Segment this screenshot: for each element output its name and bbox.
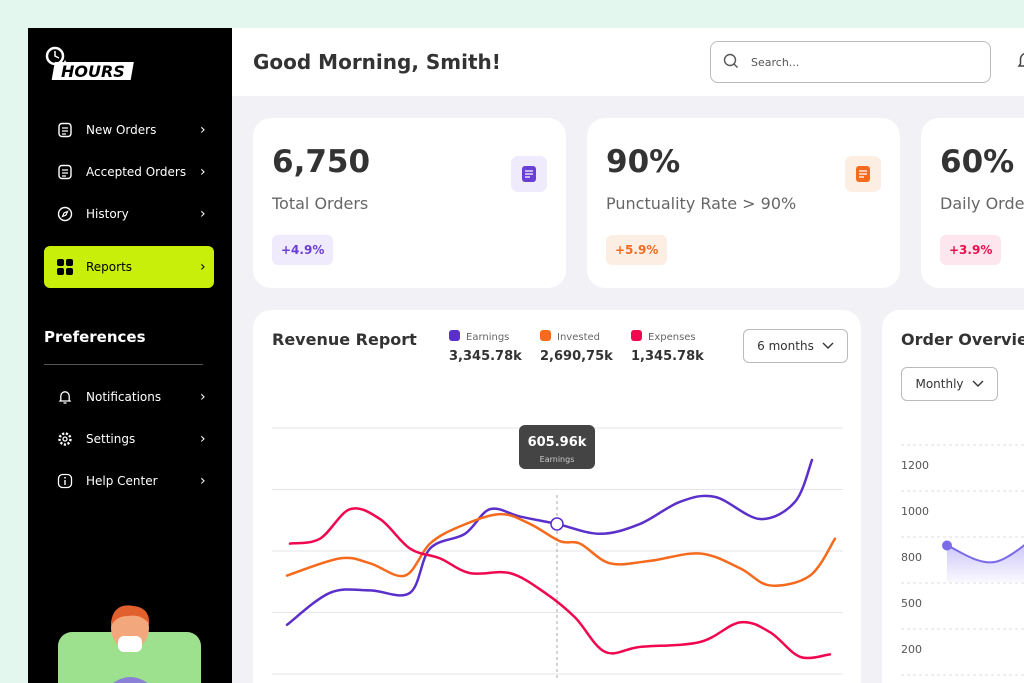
user-avatar-card xyxy=(58,605,201,683)
period-dropdown[interactable]: Monthly xyxy=(901,367,998,401)
area-fill xyxy=(947,545,1024,582)
stat-label: Daily Orders xyxy=(940,194,1024,213)
order-overview-card: Order Overview Monthly 1200 1000 800 500 200… xyxy=(882,310,1024,683)
sidebar-item-label: Reports xyxy=(86,260,133,274)
legend-label: Invested xyxy=(557,332,600,343)
svg-text:HOURS: HOURS xyxy=(61,62,125,81)
info-icon xyxy=(56,472,74,490)
y-tick-label: 1200 xyxy=(901,459,929,472)
stat-value: 90% xyxy=(606,144,681,180)
chevron-right-icon: › xyxy=(200,122,206,138)
legend-expenses: Expenses 1,345.78k xyxy=(631,330,704,364)
sidebar-item-label: Accepted Orders xyxy=(86,165,187,179)
stat-change-badge: +3.9% xyxy=(940,235,1002,265)
search-placeholder: Search... xyxy=(751,55,800,69)
legend-label: Expenses xyxy=(648,332,696,343)
sidebar-item-new-orders[interactable]: New Orders › xyxy=(44,109,214,151)
tooltip xyxy=(519,425,595,469)
notification-bell-icon[interactable] xyxy=(1016,50,1024,72)
grid-icon xyxy=(56,258,74,276)
greeting-title: Good Morning, Smith! xyxy=(253,50,501,74)
legend-swatch xyxy=(631,330,642,341)
period-value: Monthly xyxy=(915,377,964,391)
revenue-report-card: Revenue Report Earnings 3,345.78k Investe… xyxy=(253,310,861,683)
order-overview-title: Order Overview xyxy=(901,330,1024,349)
sidebar-item-label: Notifications xyxy=(86,390,162,404)
range-value: 6 months xyxy=(757,339,814,353)
sidebar-item-label: Settings xyxy=(86,432,136,446)
divider xyxy=(44,364,203,365)
stat-change-badge: +4.9% xyxy=(272,235,334,265)
search-input[interactable]: Search... xyxy=(710,41,991,83)
preferences-heading: Preferences xyxy=(44,328,146,346)
avatar-illustration xyxy=(111,605,150,683)
area-line xyxy=(946,544,1024,564)
chevron-right-icon: › xyxy=(200,431,206,447)
compass-icon xyxy=(56,205,74,223)
chevron-right-icon: › xyxy=(200,473,206,489)
sidebar: HOURS New Orders › Accepted Orders › His… xyxy=(28,28,232,683)
series-line-invested xyxy=(285,512,837,587)
chevron-right-icon: › xyxy=(200,259,206,275)
stat-card-total-orders: 6,750 Total Orders +4.9% xyxy=(253,118,566,288)
legend-label: Earnings xyxy=(466,332,510,343)
legend-value: 3,345.78k xyxy=(449,349,522,364)
revenue-title: Revenue Report xyxy=(272,330,417,349)
gear-icon xyxy=(56,430,74,448)
sidebar-item-history[interactable]: History › xyxy=(44,193,214,235)
chevron-right-icon: › xyxy=(200,164,206,180)
chevron-down-icon xyxy=(972,380,984,387)
sidebar-item-accepted-orders[interactable]: Accepted Orders › xyxy=(44,151,214,193)
legend-earnings: Earnings 3,345.78k xyxy=(449,330,522,364)
document-icon xyxy=(845,156,881,192)
document-icon xyxy=(511,156,547,192)
range-dropdown[interactable]: 6 months xyxy=(743,329,848,363)
sidebar-item-notifications[interactable]: Notifications › xyxy=(44,376,214,418)
y-tick-label: 1000 xyxy=(901,505,929,518)
sidebar-item-label: History xyxy=(86,207,129,221)
document-icon xyxy=(56,163,74,181)
bell-icon xyxy=(56,388,74,406)
hours-logo: HOURS xyxy=(45,46,134,81)
legend-swatch xyxy=(449,330,460,341)
order-area-chart: 12001000800500200Sep 13Sep 14 xyxy=(901,444,1024,676)
series-line-earnings xyxy=(285,458,814,627)
stat-label: Total Orders xyxy=(272,194,369,213)
sidebar-item-reports[interactable]: Reports › xyxy=(44,246,214,288)
y-tick-label: 800 xyxy=(901,551,922,564)
stat-card-punctuality: 90% Punctuality Rate > 90% +5.9% xyxy=(587,118,900,288)
legend-value: 1,345.78k xyxy=(631,349,704,364)
stat-card-daily-orders: 60% Daily Orders +3.9% xyxy=(921,118,1024,288)
sidebar-item-help-center[interactable]: Help Center › xyxy=(44,460,214,502)
sidebar-item-label: New Orders xyxy=(86,123,157,137)
legend-value: 2,690,75k xyxy=(540,349,613,364)
stat-label: Punctuality Rate > 90% xyxy=(606,194,797,213)
chevron-right-icon: › xyxy=(200,206,206,222)
legend-invested: Invested 2,690,75k xyxy=(540,330,613,364)
stat-change-badge: +5.9% xyxy=(606,235,668,265)
app-window: HOURS New Orders › Accepted Orders › His… xyxy=(28,28,1024,683)
sidebar-item-settings[interactable]: Settings › xyxy=(44,418,214,460)
tooltip-label: Earnings xyxy=(540,455,575,464)
tooltip-value: 605.96k xyxy=(528,435,587,450)
chevron-down-icon xyxy=(822,342,834,349)
y-tick-label: 200 xyxy=(901,643,922,656)
start-point xyxy=(942,540,952,551)
top-header: Good Morning, Smith! Search... xyxy=(232,28,1024,96)
chevron-right-icon: › xyxy=(200,389,206,405)
sidebar-item-label: Help Center xyxy=(86,474,158,488)
legend-swatch xyxy=(540,330,551,341)
document-icon xyxy=(56,121,74,139)
series-line-expenses xyxy=(288,507,832,660)
y-tick-label: 500 xyxy=(901,597,922,610)
highlight-point xyxy=(550,517,564,531)
stat-value: 60% xyxy=(940,144,1015,180)
search-icon xyxy=(723,53,739,72)
stat-value: 6,750 xyxy=(272,144,371,180)
